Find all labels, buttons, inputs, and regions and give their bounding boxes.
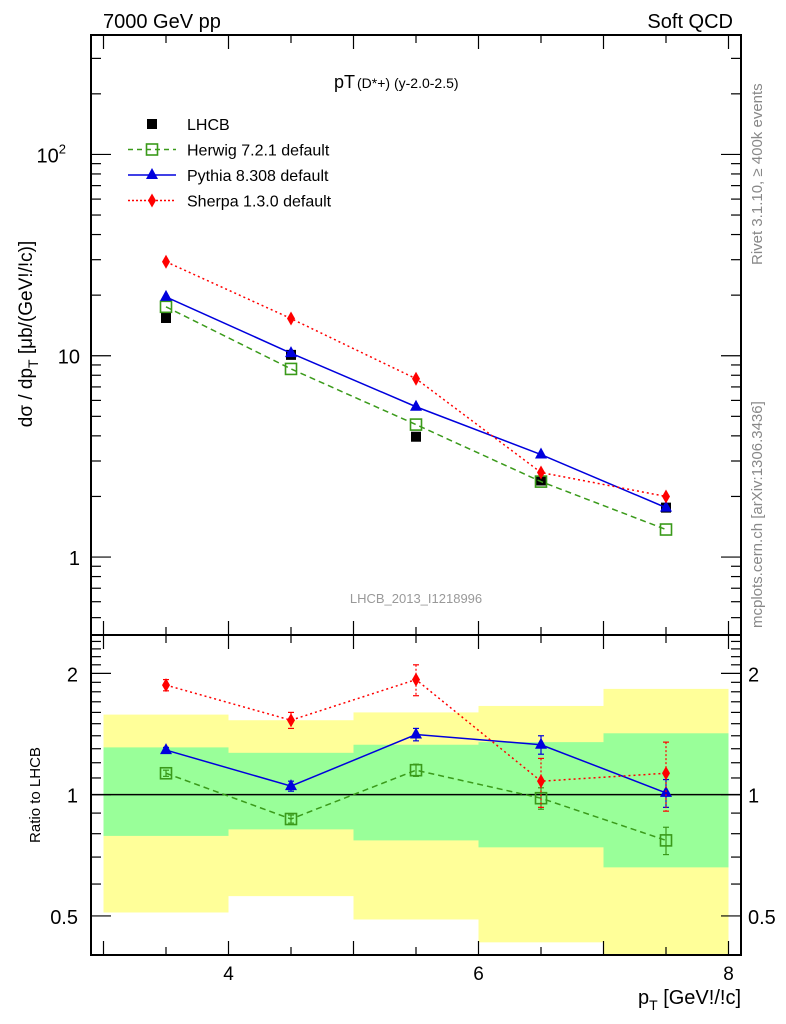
data-point xyxy=(409,418,423,431)
data-point xyxy=(284,362,298,376)
series-sherpa xyxy=(162,254,670,504)
legend-label: Pythia 8.308 default xyxy=(187,168,329,185)
y-tick-label-main: 1 xyxy=(69,548,80,570)
data-point xyxy=(535,737,547,749)
data-point xyxy=(662,766,670,781)
data-point xyxy=(410,399,422,411)
data-point xyxy=(160,289,172,301)
data-point xyxy=(412,371,420,386)
y-tick-label-exponent: 2 xyxy=(59,141,66,156)
xlabel: pT [GeV!/!c] xyxy=(638,987,741,1013)
axis-ticks xyxy=(91,35,741,955)
legend-marker xyxy=(146,168,158,179)
xlabel-sub: T xyxy=(649,997,658,1013)
data-point xyxy=(160,743,172,755)
y-tick-label-ratio-right: 1 xyxy=(748,786,759,808)
data-point xyxy=(410,727,422,739)
plot-title-sub: (D*+) (y-2.0-2.5) xyxy=(357,75,459,91)
y-tick-label-ratio: 2 xyxy=(67,664,78,686)
data-point xyxy=(659,834,673,847)
legend-item: Pythia 8.308 default xyxy=(128,168,329,185)
main-ylabel-part2: [μb/(GeV!/!c)] xyxy=(16,241,37,360)
data-point xyxy=(285,346,297,358)
data-point xyxy=(535,447,547,459)
header-left: 7000 GeV pp xyxy=(103,11,221,33)
data-point xyxy=(162,678,170,693)
data-point xyxy=(287,713,295,728)
data-point xyxy=(285,779,297,791)
data-point xyxy=(537,774,545,789)
series-herwig xyxy=(159,300,673,536)
legend-marker xyxy=(147,119,157,129)
main-ylabel: dσ / dpT [μb/(GeV!/!c)] xyxy=(16,241,41,427)
ratio-series xyxy=(159,664,673,856)
legend-label: Herwig 7.2.1 default xyxy=(187,143,330,160)
data-point xyxy=(287,311,295,326)
legend-item: Sherpa 1.3.0 default xyxy=(128,193,332,211)
plot-title: pT (D*+) (y-2.0-2.5) xyxy=(334,72,459,92)
series-sherpa xyxy=(162,664,670,812)
data-point xyxy=(660,500,672,512)
legend-marker xyxy=(145,143,159,156)
xlabel-rest: [GeV!/!c] xyxy=(658,987,741,1009)
main-ylabel-sub: T xyxy=(25,359,41,368)
data-point xyxy=(411,431,421,442)
legend-label: LHCB xyxy=(187,117,230,134)
series-pythia xyxy=(160,289,672,512)
x-tick-label: 4 xyxy=(223,964,234,985)
xlabel-p: p xyxy=(638,987,649,1009)
band-inner xyxy=(103,747,229,836)
y-tick-label-main: 10 xyxy=(58,347,80,369)
analysis-watermark: LHCB_2013_I1218996 xyxy=(350,591,482,606)
tick-labels: 4 6 8 1 10 102 0.5 0.5 1 1 2 2 xyxy=(37,141,776,985)
main-series xyxy=(159,254,673,536)
y-tick-label-ratio-right: 2 xyxy=(748,664,759,686)
rivet-label: Rivet 3.1.10, ≥ 400k events xyxy=(749,83,766,265)
legend-item: Herwig 7.2.1 default xyxy=(128,143,330,160)
mcplots-label: mcplots.cern.ch [arXiv:1306.3436] xyxy=(749,401,766,628)
data-point xyxy=(159,300,173,314)
y-tick-label-main: 102 xyxy=(37,141,66,167)
legend-label: Sherpa 1.3.0 default xyxy=(187,194,332,211)
legend-item: LHCB xyxy=(147,117,230,134)
data-point xyxy=(659,523,673,536)
y-tick-label-ratio-right: 0.5 xyxy=(748,907,776,929)
plot-title-main: pT xyxy=(334,72,355,92)
data-point xyxy=(662,489,670,504)
ratio-ylabel: Ratio to LHCB xyxy=(27,747,44,843)
legend: LHCB Herwig 7.2.1 default Pythia 8.308 def… xyxy=(128,117,332,211)
data-point xyxy=(536,475,546,486)
series-line xyxy=(165,306,667,531)
data-point xyxy=(409,763,423,777)
data-point xyxy=(159,766,173,780)
data-point xyxy=(537,465,545,480)
y-tick-label-ratio: 0.5 xyxy=(50,907,78,929)
data-point xyxy=(161,312,171,323)
y-tick-label-ratio: 1 xyxy=(67,786,78,808)
legend-marker xyxy=(148,193,156,208)
data-point xyxy=(412,672,420,687)
band-inner xyxy=(353,744,479,841)
x-tick-label: 8 xyxy=(723,964,734,985)
header-right: Soft QCD xyxy=(647,11,733,33)
main-ylabel-part1: dσ / dp xyxy=(16,368,37,427)
data-point xyxy=(162,254,170,269)
data-point xyxy=(284,812,298,826)
x-tick-label: 6 xyxy=(473,964,484,985)
